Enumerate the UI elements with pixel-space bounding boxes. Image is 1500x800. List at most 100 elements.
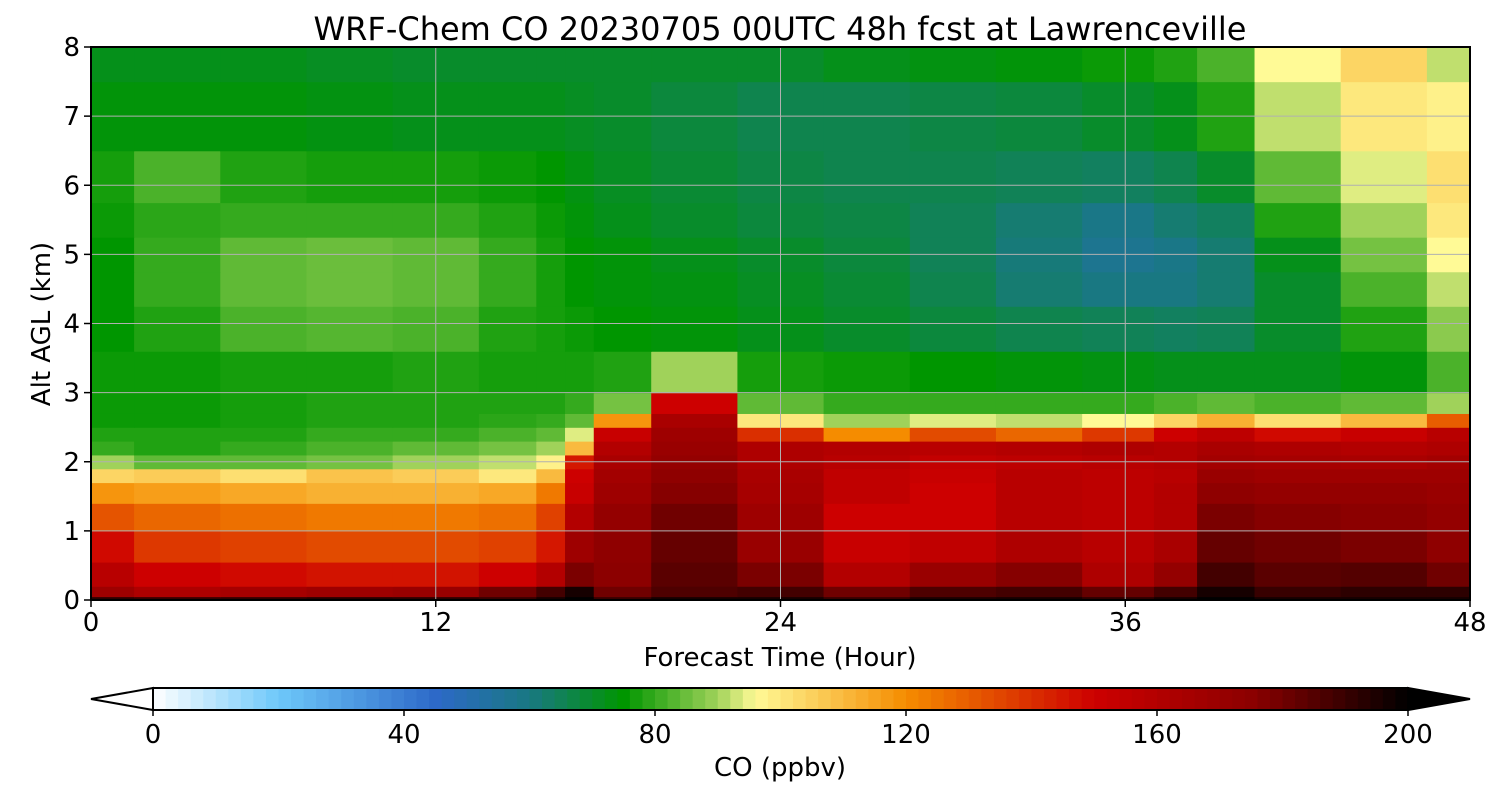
heatmap-cell — [1340, 202, 1428, 238]
heatmap-cell — [909, 530, 997, 563]
heatmap-cell — [909, 468, 997, 484]
heatmap-cell — [1197, 392, 1256, 414]
heatmap-cell — [134, 468, 221, 484]
heatmap-cell — [909, 271, 997, 307]
colorbar-segment — [830, 688, 844, 710]
heatmap-cell — [220, 202, 308, 238]
colorbar-segment — [742, 688, 756, 710]
heatmap-cell — [593, 441, 652, 456]
heatmap-cell — [478, 503, 537, 532]
heatmap-cell — [651, 468, 739, 484]
colorbar-segment — [1144, 688, 1158, 710]
colorbar-segment — [717, 688, 731, 710]
heatmap-cell — [134, 202, 221, 238]
heatmap-cell — [478, 351, 537, 394]
colorbar-segment — [1257, 688, 1271, 710]
heatmap-cell — [1254, 561, 1342, 587]
colorbar-segment — [730, 688, 744, 710]
heatmap-cell — [478, 482, 537, 504]
heatmap-cell — [1153, 468, 1198, 484]
heatmap-cell — [909, 351, 997, 394]
colorbar-segment — [1282, 688, 1296, 710]
heatmap-cell — [1082, 530, 1155, 563]
colorbar-segment — [1232, 688, 1246, 710]
colorbar-segment — [943, 688, 957, 710]
heatmap-cell — [1197, 586, 1256, 598]
heatmap-cell — [565, 271, 595, 307]
colorbar-segment — [265, 688, 279, 710]
colorbar-segment — [1357, 688, 1371, 710]
heatmap-cell — [91, 530, 135, 563]
heatmap-cell — [909, 150, 997, 204]
colorbar-segment — [203, 688, 217, 710]
colorbar-segment — [1006, 688, 1020, 710]
chart-title: WRF-Chem CO 20230705 00UTC 48h fcst at L… — [314, 10, 1247, 48]
colorbar-segment — [303, 688, 317, 710]
colorbar-segment — [655, 688, 669, 710]
heatmap-cell — [1254, 441, 1342, 456]
heatmap-cell — [593, 392, 652, 414]
y-tick-label: 5 — [63, 240, 80, 270]
heatmap-cell — [306, 351, 394, 394]
heatmap-cell — [536, 482, 566, 504]
colorbar-segment — [843, 688, 857, 710]
heatmap-cell — [220, 47, 308, 83]
heatmap-cell — [91, 351, 135, 394]
heatmap-cell — [1254, 351, 1342, 394]
colorbar-segment — [1332, 688, 1346, 710]
heatmap-cell — [536, 392, 566, 414]
heatmap-cell — [1082, 427, 1155, 442]
heatmap-cell — [1340, 596, 1428, 601]
heatmap-cell — [995, 441, 1083, 456]
colorbar-segment — [178, 688, 192, 710]
heatmap-cell — [651, 47, 739, 83]
heatmap-cell — [220, 468, 308, 484]
colorbar-segment — [542, 688, 556, 710]
colorbar-segment — [328, 688, 342, 710]
colorbar-segment — [592, 688, 606, 710]
heatmap-cell — [823, 561, 911, 587]
heatmap-cell — [536, 468, 566, 484]
colorbar-segment — [491, 688, 505, 710]
colorbar-segment — [1131, 688, 1145, 710]
heatmap-cell — [1082, 413, 1155, 428]
y-tick-label: 0 — [63, 586, 80, 616]
heatmap-cell — [1426, 47, 1471, 83]
heatmap-cell — [1426, 413, 1471, 428]
heatmap-cell — [823, 468, 911, 484]
heatmap-cell — [1254, 530, 1342, 563]
heatmap-cell — [1153, 596, 1198, 601]
heatmap-cell — [220, 392, 308, 414]
colorbar-tick-label: 80 — [638, 720, 671, 750]
colorbar-segment — [529, 688, 543, 710]
colorbar-segment — [378, 688, 392, 710]
heatmap-cell — [1254, 271, 1342, 307]
x-axis-label: Forecast Time (Hour) — [643, 643, 916, 673]
heatmap-cell — [134, 427, 221, 442]
heatmap-cell — [91, 503, 135, 532]
heatmap-cell — [91, 468, 135, 484]
heatmap-cell — [1426, 427, 1471, 442]
heatmap-cell — [1082, 271, 1155, 307]
heatmap-cell — [478, 306, 537, 352]
heatmap-cell — [478, 596, 537, 601]
heatmap-cell — [909, 392, 997, 414]
heatmap-cell — [1340, 586, 1428, 598]
heatmap-cell — [593, 530, 652, 563]
heatmap-cell — [536, 351, 566, 394]
heatmap-cell — [909, 413, 997, 428]
heatmap-cell — [536, 561, 566, 587]
heatmap-cell — [1197, 413, 1256, 428]
heatmap-cell — [995, 427, 1083, 442]
colorbar-segment — [1182, 688, 1196, 710]
heatmap-cell — [220, 482, 308, 504]
heatmap-cell — [306, 306, 394, 352]
colorbar-segment — [642, 688, 656, 710]
heatmap-cell — [220, 561, 308, 587]
heatmap-cell — [1254, 586, 1342, 598]
heatmap-cell — [1340, 47, 1428, 83]
colorbar-segment — [291, 688, 305, 710]
colorbar-tick-label: 40 — [387, 720, 420, 750]
heatmap-cell — [1254, 503, 1342, 532]
colorbar-tick-label: 160 — [1132, 720, 1182, 750]
